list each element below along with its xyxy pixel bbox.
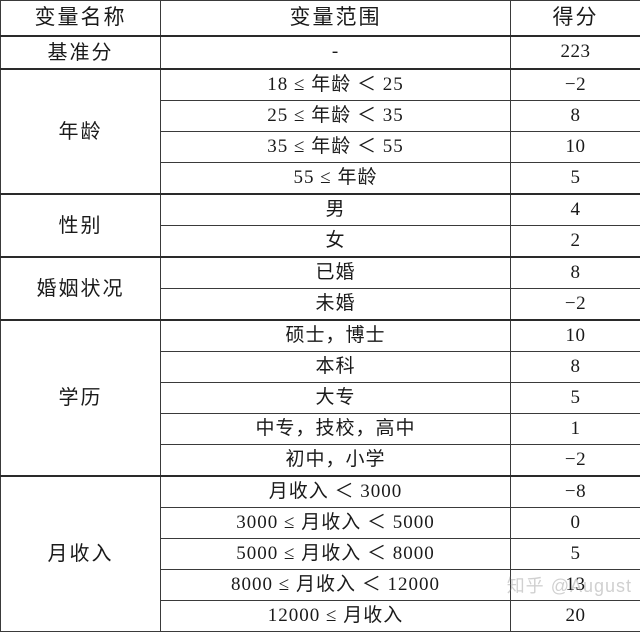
variable-range-cell: 8000 ≤ 月收入 ＜ 12000 [161,570,511,601]
variable-range-cell: 12000 ≤ 月收入 [161,601,511,632]
variable-range-cell: 中专，技校，高中 [161,414,511,445]
score-cell: −2 [511,445,640,477]
variable-range-cell: 硕士，博士 [161,320,511,352]
score-cell: 5 [511,539,640,570]
column-header-score: 得分 [511,1,640,37]
variable-name-cell: 性别 [1,194,161,257]
variable-range-cell: 月收入 ＜ 3000 [161,476,511,508]
table-row: 月收入月收入 ＜ 3000−8 [1,476,640,508]
score-cell: 20 [511,601,640,632]
score-cell: 223 [511,36,640,69]
score-cell: −2 [511,289,640,321]
score-cell: 5 [511,383,640,414]
variable-range-cell: 未婚 [161,289,511,321]
variable-range-cell: 本科 [161,352,511,383]
column-header-variable-range: 变量范围 [161,1,511,37]
variable-name-cell: 基准分 [1,36,161,69]
score-cell: −8 [511,476,640,508]
variable-range-cell: 女 [161,226,511,258]
variable-range-cell: 已婚 [161,257,511,289]
header-row: 变量名称 变量范围 得分 [1,1,640,37]
score-cell: 8 [511,257,640,289]
variable-range-cell: 55 ≤ 年龄 [161,163,511,195]
variable-range-cell: 35 ≤ 年龄 ＜ 55 [161,132,511,163]
column-header-variable-name: 变量名称 [1,1,161,37]
score-cell: 2 [511,226,640,258]
variable-name-cell: 月收入 [1,476,161,632]
score-cell: 5 [511,163,640,195]
table-row: 基准分-223 [1,36,640,69]
score-cell: 13 [511,570,640,601]
score-cell: 1 [511,414,640,445]
variable-range-cell: 18 ≤ 年龄 ＜ 25 [161,69,511,101]
score-cell: −2 [511,69,640,101]
variable-range-cell: 25 ≤ 年龄 ＜ 35 [161,101,511,132]
variable-range-cell: - [161,36,511,69]
variable-range-cell: 3000 ≤ 月收入 ＜ 5000 [161,508,511,539]
variable-range-cell: 大专 [161,383,511,414]
score-cell: 8 [511,101,640,132]
table-header: 变量名称 变量范围 得分 [1,1,640,37]
score-cell: 4 [511,194,640,226]
score-cell: 10 [511,320,640,352]
variable-range-cell: 男 [161,194,511,226]
score-cell: 10 [511,132,640,163]
variable-name-cell: 年龄 [1,69,161,194]
variable-range-cell: 初中，小学 [161,445,511,477]
variable-name-cell: 学历 [1,320,161,476]
variable-name-cell: 婚姻状况 [1,257,161,320]
score-cell: 0 [511,508,640,539]
score-cell: 8 [511,352,640,383]
variable-range-cell: 5000 ≤ 月收入 ＜ 8000 [161,539,511,570]
